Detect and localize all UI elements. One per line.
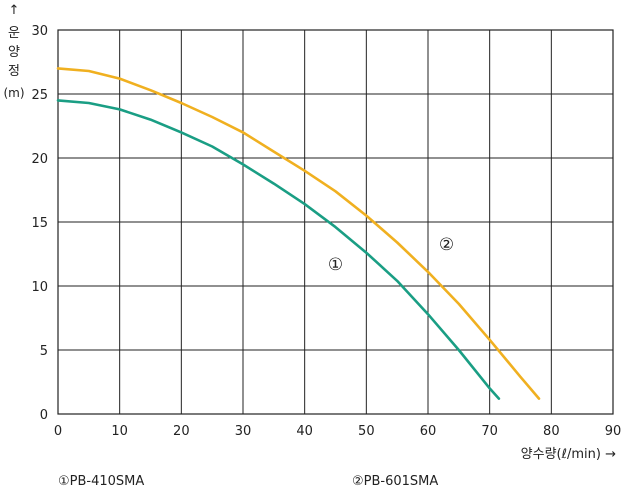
y-axis-label-part: (m) (3, 86, 24, 100)
plot-frame (57, 29, 614, 415)
y-axis-label: ↑ 운양정 (m) (3, 3, 24, 100)
x-tick-label: 80 (543, 424, 560, 439)
y-tick-labels: 0 5 10 15 20 25 30 (31, 24, 48, 423)
series-lines (56, 67, 541, 400)
legend-item-pb-410sma: ①PB-410SMA (58, 474, 145, 489)
y-axis-label-part: 운 (8, 26, 20, 41)
plot-border (57, 29, 614, 415)
y-axis-label-part: 정 (8, 64, 20, 79)
x-tick-label: 0 (54, 424, 62, 439)
y-tick-label: 10 (31, 280, 48, 295)
y-tick-label: 20 (31, 152, 48, 167)
legend-item-pb-601sma: ②PB-601SMA (352, 474, 439, 489)
y-axis-label-part: 양 (8, 45, 20, 60)
curve-number-label: ② (439, 235, 454, 255)
x-tick-labels: 0 10 20 30 40 50 60 70 80 90 (54, 424, 621, 439)
series-line-2 (56, 67, 541, 400)
x-tick-label: 20 (173, 424, 190, 439)
y-tick-label: 25 (31, 88, 48, 103)
x-tick-label: 70 (481, 424, 498, 439)
y-tick-label: 30 (31, 24, 48, 39)
x-tick-label: 50 (358, 424, 375, 439)
y-tick-label: 0 (40, 408, 48, 423)
series-line-1 (56, 99, 501, 400)
x-axis-label: 양수량(ℓ/min) → (521, 447, 616, 462)
x-tick-label: 10 (111, 424, 128, 439)
x-tick-label: 30 (235, 424, 252, 439)
x-tick-label: 60 (420, 424, 437, 439)
x-tick-label: 90 (605, 424, 622, 439)
x-tick-label: 40 (296, 424, 313, 439)
y-tick-label: 5 (40, 344, 48, 359)
curve-number-label: ① (328, 255, 343, 275)
curve-annotations: ①② (328, 235, 454, 275)
y-axis-label-part: ↑ (9, 3, 20, 18)
y-tick-label: 15 (31, 216, 48, 231)
